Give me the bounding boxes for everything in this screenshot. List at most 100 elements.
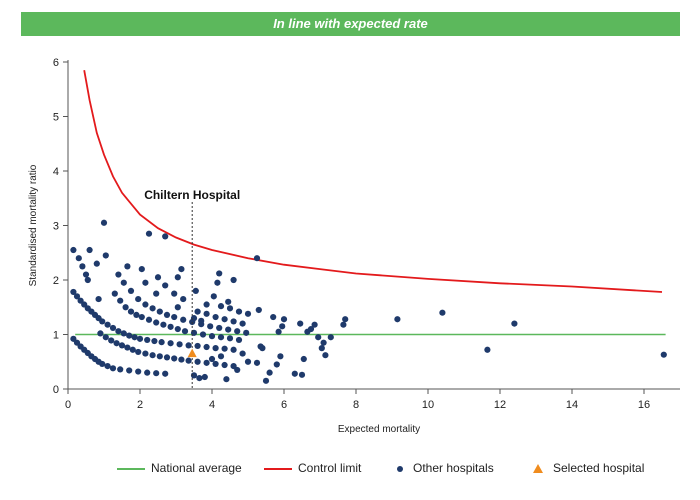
hospital-point: [151, 337, 158, 345]
selected-hospital-point: [187, 348, 197, 358]
hospital-point: [511, 320, 518, 327]
hospital-point: [111, 290, 118, 297]
control-limit-line: [83, 70, 663, 293]
hospital-point: [230, 318, 237, 325]
hospital-point: [273, 361, 280, 368]
hospital-point: [201, 373, 208, 381]
hospital-point: [239, 320, 246, 327]
hospital-points: [70, 219, 667, 384]
hospital-point: [230, 276, 237, 284]
hospital-point: [221, 345, 228, 352]
hospital-point: [298, 371, 306, 378]
hospital-point: [322, 352, 329, 359]
hospital-point: [190, 372, 198, 379]
hospital-point: [318, 345, 325, 352]
y-tick-label: 0: [53, 384, 59, 396]
hospital-point: [180, 295, 187, 303]
hospital-point: [307, 325, 315, 333]
y-tick-label: 1: [53, 330, 59, 342]
hospital-point: [234, 366, 241, 374]
hospital-point: [270, 313, 277, 321]
reference-lines: [75, 70, 666, 336]
hospital-point: [239, 350, 246, 357]
hospital-point: [174, 304, 181, 311]
hospital-point: [135, 348, 142, 356]
y-tick-label: 5: [53, 112, 59, 124]
hospital-point: [180, 316, 187, 323]
hospital-point: [221, 316, 228, 323]
hospital-point: [84, 276, 91, 284]
hospital-point: [226, 335, 234, 342]
y-axis-title: Standardised mortality ratio: [28, 164, 39, 286]
hospital-point: [138, 313, 145, 321]
hospital-point: [275, 328, 282, 335]
hospital-point: [255, 306, 262, 314]
x-tick-label: 4: [209, 399, 215, 411]
hospital-point: [100, 219, 108, 226]
hospital-point: [207, 323, 214, 330]
x-tick-label: 2: [137, 399, 143, 411]
x-tick-label: 0: [65, 399, 71, 411]
other-hospitals-swatch: [397, 465, 403, 472]
hospital-point: [115, 328, 122, 335]
hospital-point: [280, 316, 288, 323]
hospital-point: [212, 313, 219, 321]
hospital-point: [75, 255, 82, 262]
hospital-point: [109, 324, 117, 332]
hospital-point: [104, 321, 111, 328]
hospital-point: [133, 311, 140, 318]
hospital-point: [117, 297, 124, 304]
hospital-point: [163, 354, 171, 361]
y-tick-label: 3: [53, 221, 59, 233]
status-banner-text: In line with expected rate: [273, 16, 428, 31]
hospital-point: [178, 266, 185, 273]
hospital-point: [194, 308, 201, 315]
hospital-point: [234, 328, 241, 335]
hospital-point: [223, 376, 230, 383]
hospital-point: [162, 282, 169, 289]
hospital-point: [194, 342, 201, 350]
x-tick-label: 12: [494, 399, 506, 411]
hospital-point: [171, 290, 178, 297]
hospital-point: [120, 330, 127, 337]
selected-hospital-swatch: [533, 464, 543, 474]
hospital-point: [311, 321, 318, 328]
hospital-point: [176, 341, 183, 348]
hospital-point: [203, 301, 210, 308]
hospital-point: [115, 271, 122, 278]
hospital-point: [244, 358, 252, 365]
hospital-point: [253, 255, 261, 262]
hospital-point: [158, 339, 165, 346]
hospital-point: [99, 318, 106, 325]
hospital-point: [196, 375, 203, 382]
hospital-point: [124, 263, 131, 270]
hospital-point: [327, 334, 334, 341]
hospital-point: [199, 331, 207, 338]
hospital-point: [127, 308, 135, 315]
legend-selected-hospital-label: Selected hospital: [553, 461, 645, 475]
legend-control-limit-label: Control limit: [298, 461, 362, 475]
hospital-point: [208, 355, 216, 363]
x-axis-title: Expected mortality: [338, 424, 420, 435]
hospital-point: [660, 351, 667, 358]
hospital-point: [120, 279, 127, 286]
hospital-point: [145, 316, 153, 323]
y-tick-label: 2: [53, 275, 59, 287]
y-tick-label: 4: [53, 166, 59, 178]
legend-other-hospitals: Other hospitals: [397, 458, 494, 478]
hospital-point: [113, 340, 120, 347]
control-limit-swatch: [264, 467, 292, 470]
hospital-point: [70, 246, 77, 254]
hospital-point: [210, 293, 217, 300]
hospital-point: [153, 370, 160, 377]
hospital-point: [129, 346, 136, 353]
hospital-point: [174, 274, 181, 281]
hospital-point: [279, 323, 286, 330]
y-tick-label: 6: [53, 57, 59, 69]
hospital-point: [145, 230, 153, 237]
hospital-point: [93, 260, 100, 267]
hospital-point: [340, 321, 347, 328]
legend-other-hospitals-label: Other hospitals: [413, 461, 494, 475]
